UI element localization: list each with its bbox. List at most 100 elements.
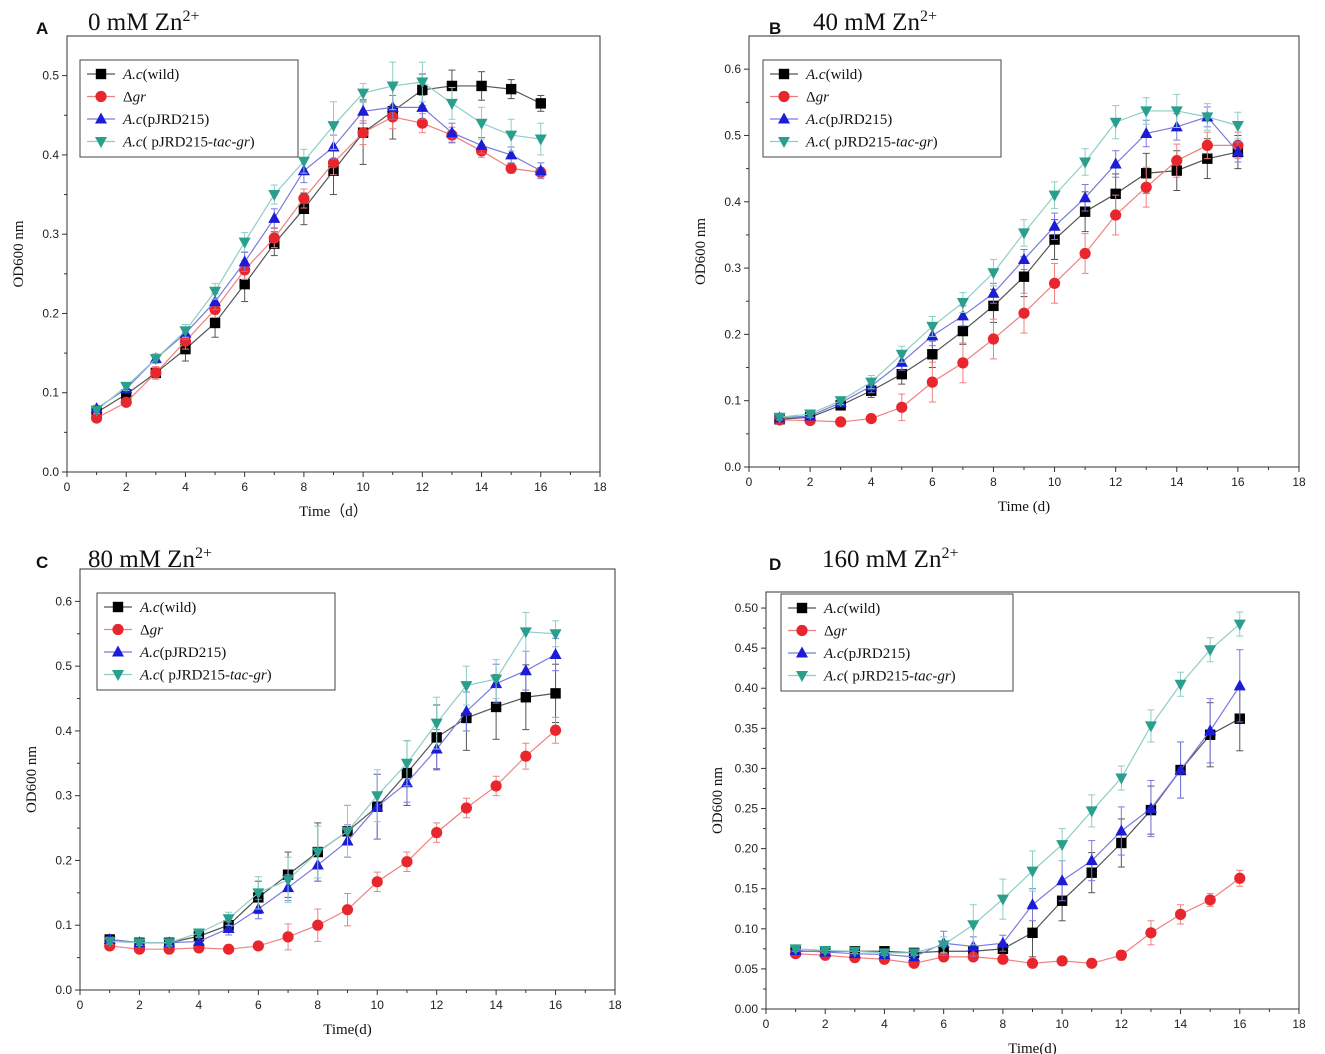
data-point xyxy=(549,647,562,659)
data-point xyxy=(282,875,295,887)
panel-title: 80 mM Zn2+ xyxy=(88,545,212,573)
data-point xyxy=(534,164,547,176)
y-tick-label: 0.30 xyxy=(735,761,759,775)
legend-label: A.c( pJRD215-tac-gr) xyxy=(805,135,938,151)
data-point xyxy=(549,724,562,736)
data-point xyxy=(789,944,802,956)
data-point xyxy=(268,211,281,223)
y-tick-label: 0.45 xyxy=(735,641,759,655)
legend-label: A.c( pJRD215-tac-gr) xyxy=(122,135,255,151)
y-tick-label: 0.1 xyxy=(42,386,59,400)
data-point xyxy=(416,100,429,112)
legend-label-part: ) xyxy=(267,668,272,684)
legend-label-part: (pJRD215) xyxy=(844,646,911,662)
x-tick-label: 18 xyxy=(593,480,607,494)
y-tick-label: 0.10 xyxy=(735,922,759,936)
series-0 xyxy=(104,663,561,948)
x-tick-label: 18 xyxy=(1292,1017,1306,1031)
panel-letter: C xyxy=(36,553,48,572)
data-point xyxy=(956,298,969,310)
data-point xyxy=(371,876,383,888)
y-tick-label: 0.2 xyxy=(42,306,59,320)
data-point xyxy=(1201,112,1214,124)
data-point xyxy=(416,77,429,89)
legend-marker xyxy=(95,90,107,103)
data-point xyxy=(133,938,146,950)
data-point xyxy=(298,192,310,205)
data-point xyxy=(550,688,561,699)
series-line xyxy=(795,718,1241,954)
legend-label: A.c(pJRD215) xyxy=(139,645,226,661)
data-point xyxy=(967,920,980,932)
data-point xyxy=(1048,277,1061,289)
x-tick-label: 2 xyxy=(822,1017,829,1031)
legend-marker xyxy=(112,623,124,636)
data-point xyxy=(298,203,310,215)
data-point xyxy=(327,157,340,169)
legend-label-part: ) xyxy=(933,135,938,151)
y-tick-label: 0.6 xyxy=(55,594,72,608)
data-point xyxy=(460,681,473,693)
data-point xyxy=(1231,121,1244,133)
data-point xyxy=(1233,679,1246,691)
data-point xyxy=(1079,191,1092,203)
data-point xyxy=(120,396,132,408)
y-tick-label: 0.05 xyxy=(735,962,759,976)
data-point xyxy=(520,750,532,762)
data-point xyxy=(895,349,908,361)
data-point xyxy=(490,674,503,686)
legend-marker xyxy=(796,646,808,658)
data-point xyxy=(1140,181,1152,193)
data-point xyxy=(987,268,1000,280)
panel-title: 0 mM Zn2+ xyxy=(88,8,199,36)
x-tick-label: 4 xyxy=(196,998,203,1012)
data-point xyxy=(1204,724,1217,736)
panel-title-superscript: 2+ xyxy=(182,8,199,25)
panel-b: B 40 mM Zn2+ 0 2 4 6 8 10 12 14 16 18 0.0 0.1 0.2 0.3 0.… xyxy=(693,8,1306,515)
data-point xyxy=(445,98,458,110)
data-point xyxy=(282,931,294,943)
data-point xyxy=(848,946,861,958)
data-point xyxy=(416,117,428,129)
data-point xyxy=(341,904,354,916)
series-3 xyxy=(773,93,1244,424)
y-tick-label: 0.6 xyxy=(724,62,741,76)
data-point xyxy=(1110,188,1121,200)
data-point xyxy=(535,98,546,109)
x-tick-label: 6 xyxy=(940,1017,947,1031)
y-tick-label: 0.3 xyxy=(42,227,59,241)
legend-label-part: A.c xyxy=(122,135,143,151)
data-point xyxy=(179,335,192,347)
data-point xyxy=(163,938,176,950)
legend-box xyxy=(762,59,1002,158)
legend-label-part: gr xyxy=(816,90,830,106)
panel-letter: D xyxy=(769,555,781,574)
data-point xyxy=(150,367,162,379)
data-point xyxy=(1204,894,1216,906)
x-tick-label: 12 xyxy=(1109,475,1123,489)
series-line xyxy=(779,110,1239,418)
data-point xyxy=(1018,228,1030,240)
data-point xyxy=(431,827,443,839)
data-point xyxy=(1048,219,1061,231)
data-point xyxy=(1026,957,1039,969)
data-point xyxy=(223,943,235,955)
data-point xyxy=(268,232,280,244)
panel-letter: A xyxy=(36,19,48,38)
data-point xyxy=(938,951,950,963)
legend-marker xyxy=(95,68,107,80)
legend-label-part: tac-gr xyxy=(896,135,933,151)
legend-label-part: tac-gr xyxy=(213,135,250,151)
data-point xyxy=(996,936,1009,948)
data-point xyxy=(1085,806,1098,818)
series-line xyxy=(96,116,541,419)
data-point xyxy=(460,802,472,814)
y-tick-label: 0.1 xyxy=(724,394,741,408)
legend-marker xyxy=(95,112,107,124)
legend-label-part: gr xyxy=(150,623,164,639)
panel-title: 160 mM Zn2+ xyxy=(822,545,958,573)
y-tick-label: 0.5 xyxy=(42,69,59,83)
data-point xyxy=(209,295,222,307)
